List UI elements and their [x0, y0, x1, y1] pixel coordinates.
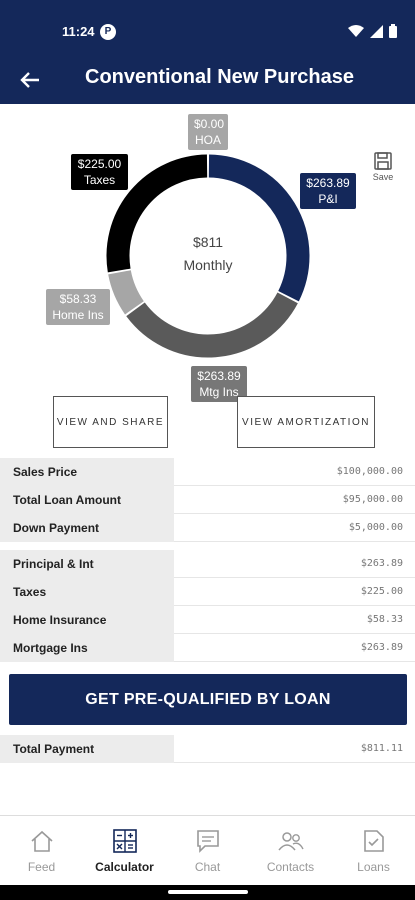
donut-segment-taxes — [106, 154, 208, 273]
payment-breakdown-chart: $811 Monthly $0.00 HOA $225.00 Taxes $26… — [0, 104, 415, 404]
taxes-label: Taxes — [83, 173, 116, 187]
row-value: $225.00 — [360, 586, 403, 597]
row-label: Mortgage Ins — [0, 634, 174, 662]
home-ins-amount: $58.33 — [59, 292, 97, 306]
signal-icon — [370, 24, 383, 38]
total-summary: Total Payment $811.11 — [0, 735, 415, 763]
status-bar: 11:24 P — [0, 0, 415, 56]
table-row: Down Payment $5,000.00 — [0, 514, 415, 542]
view-and-share-button[interactable]: VIEW AND SHARE — [53, 396, 168, 448]
wifi-icon — [348, 24, 364, 37]
nav-label: Loans — [357, 860, 390, 874]
bottom-navigation: Feed Calculator Chat Contacts Loans — [0, 815, 415, 885]
taxes-tag: $225.00 Taxes — [71, 154, 128, 190]
table-row: Principal & Int $263.89 — [0, 550, 415, 578]
mtg-ins-tag: $263.89 Mtg Ins — [191, 366, 247, 402]
loan-summary: Sales Price $100,000.00 Total Loan Amoun… — [0, 458, 415, 662]
row-value: $263.89 — [360, 642, 403, 653]
back-arrow-icon — [20, 72, 39, 88]
row-label: Total Loan Amount — [0, 486, 174, 514]
taxes-amount: $225.00 — [77, 157, 122, 171]
row-value: $58.33 — [366, 614, 403, 625]
row-value: $263.89 — [360, 558, 403, 569]
app-notification-icon: P — [100, 24, 116, 40]
pi-amount: $263.89 — [306, 176, 350, 190]
mtg-ins-amount: $263.89 — [197, 369, 241, 383]
row-label: Home Insurance — [0, 606, 174, 634]
pi-tag: $263.89 P&I — [300, 173, 356, 209]
nav-label: Chat — [194, 860, 221, 874]
row-value: $95,000.00 — [342, 494, 403, 505]
home-ins-tag: $58.33 Home Ins — [46, 289, 110, 325]
row-value: $5,000.00 — [348, 522, 403, 533]
status-icons — [348, 24, 397, 38]
table-row: Sales Price $100,000.00 — [0, 458, 415, 486]
nav-label: Calculator — [95, 860, 154, 874]
row-label: Principal & Int — [0, 550, 174, 578]
home-indicator — [0, 885, 415, 900]
donut-segment-pi — [208, 154, 310, 302]
nav-item-calculator[interactable]: Calculator — [83, 816, 166, 885]
nav-label: Contacts — [266, 860, 315, 874]
table-row: Taxes $225.00 — [0, 578, 415, 606]
row-label: Total Payment — [0, 735, 174, 763]
contacts-icon — [277, 828, 304, 854]
row-label: Taxes — [0, 578, 174, 606]
hoa-tag: $0.00 HOA — [188, 114, 228, 150]
row-label: Down Payment — [0, 514, 174, 542]
monthly-total-amount: $811 — [192, 234, 224, 250]
donut-segment-mtg — [126, 292, 298, 358]
divider — [0, 542, 415, 550]
donut-chart — [106, 154, 310, 358]
pi-label: P&I — [318, 192, 338, 206]
table-row: Home Insurance $58.33 — [0, 606, 415, 634]
nav-item-loans[interactable]: Loans — [332, 816, 415, 885]
battery-icon — [389, 24, 397, 38]
chat-icon — [196, 828, 220, 854]
row-value: $100,000.00 — [336, 466, 403, 477]
loans-icon — [363, 828, 385, 854]
nav-item-contacts[interactable]: Contacts — [249, 816, 332, 885]
page-title: Conventional New Purchase — [85, 66, 354, 88]
mtg-ins-label: Mtg Ins — [199, 385, 239, 399]
home-bar[interactable] — [168, 890, 248, 894]
home-icon — [30, 828, 54, 854]
row-label: Sales Price — [0, 458, 174, 486]
get-prequalified-button[interactable]: GET PRE-QUALIFIED BY LOAN — [9, 674, 407, 725]
table-row: Total Loan Amount $95,000.00 — [0, 486, 415, 514]
nav-item-feed[interactable]: Feed — [0, 816, 83, 885]
table-row: Mortgage Ins $263.89 — [0, 634, 415, 662]
save-icon — [374, 152, 392, 170]
donut-segment-home — [108, 269, 145, 315]
nav-label: Feed — [27, 860, 56, 874]
row-value: $811.11 — [360, 743, 403, 754]
calculator-icon — [112, 828, 137, 854]
view-amortization-button[interactable]: VIEW AMORTIZATION — [237, 396, 375, 448]
home-ins-label: Home Ins — [52, 308, 104, 322]
monthly-total-label: Monthly — [183, 257, 233, 273]
app-header: Conventional New Purchase — [0, 56, 415, 104]
hoa-amount: $0.00 — [194, 117, 225, 131]
table-row: Total Payment $811.11 — [0, 735, 415, 763]
save-button[interactable]: Save — [368, 152, 398, 182]
nav-item-chat[interactable]: Chat — [166, 816, 249, 885]
back-button[interactable] — [14, 64, 46, 96]
status-time: 11:24 — [62, 24, 95, 39]
save-label: Save — [372, 172, 394, 182]
hoa-label: HOA — [194, 133, 221, 147]
